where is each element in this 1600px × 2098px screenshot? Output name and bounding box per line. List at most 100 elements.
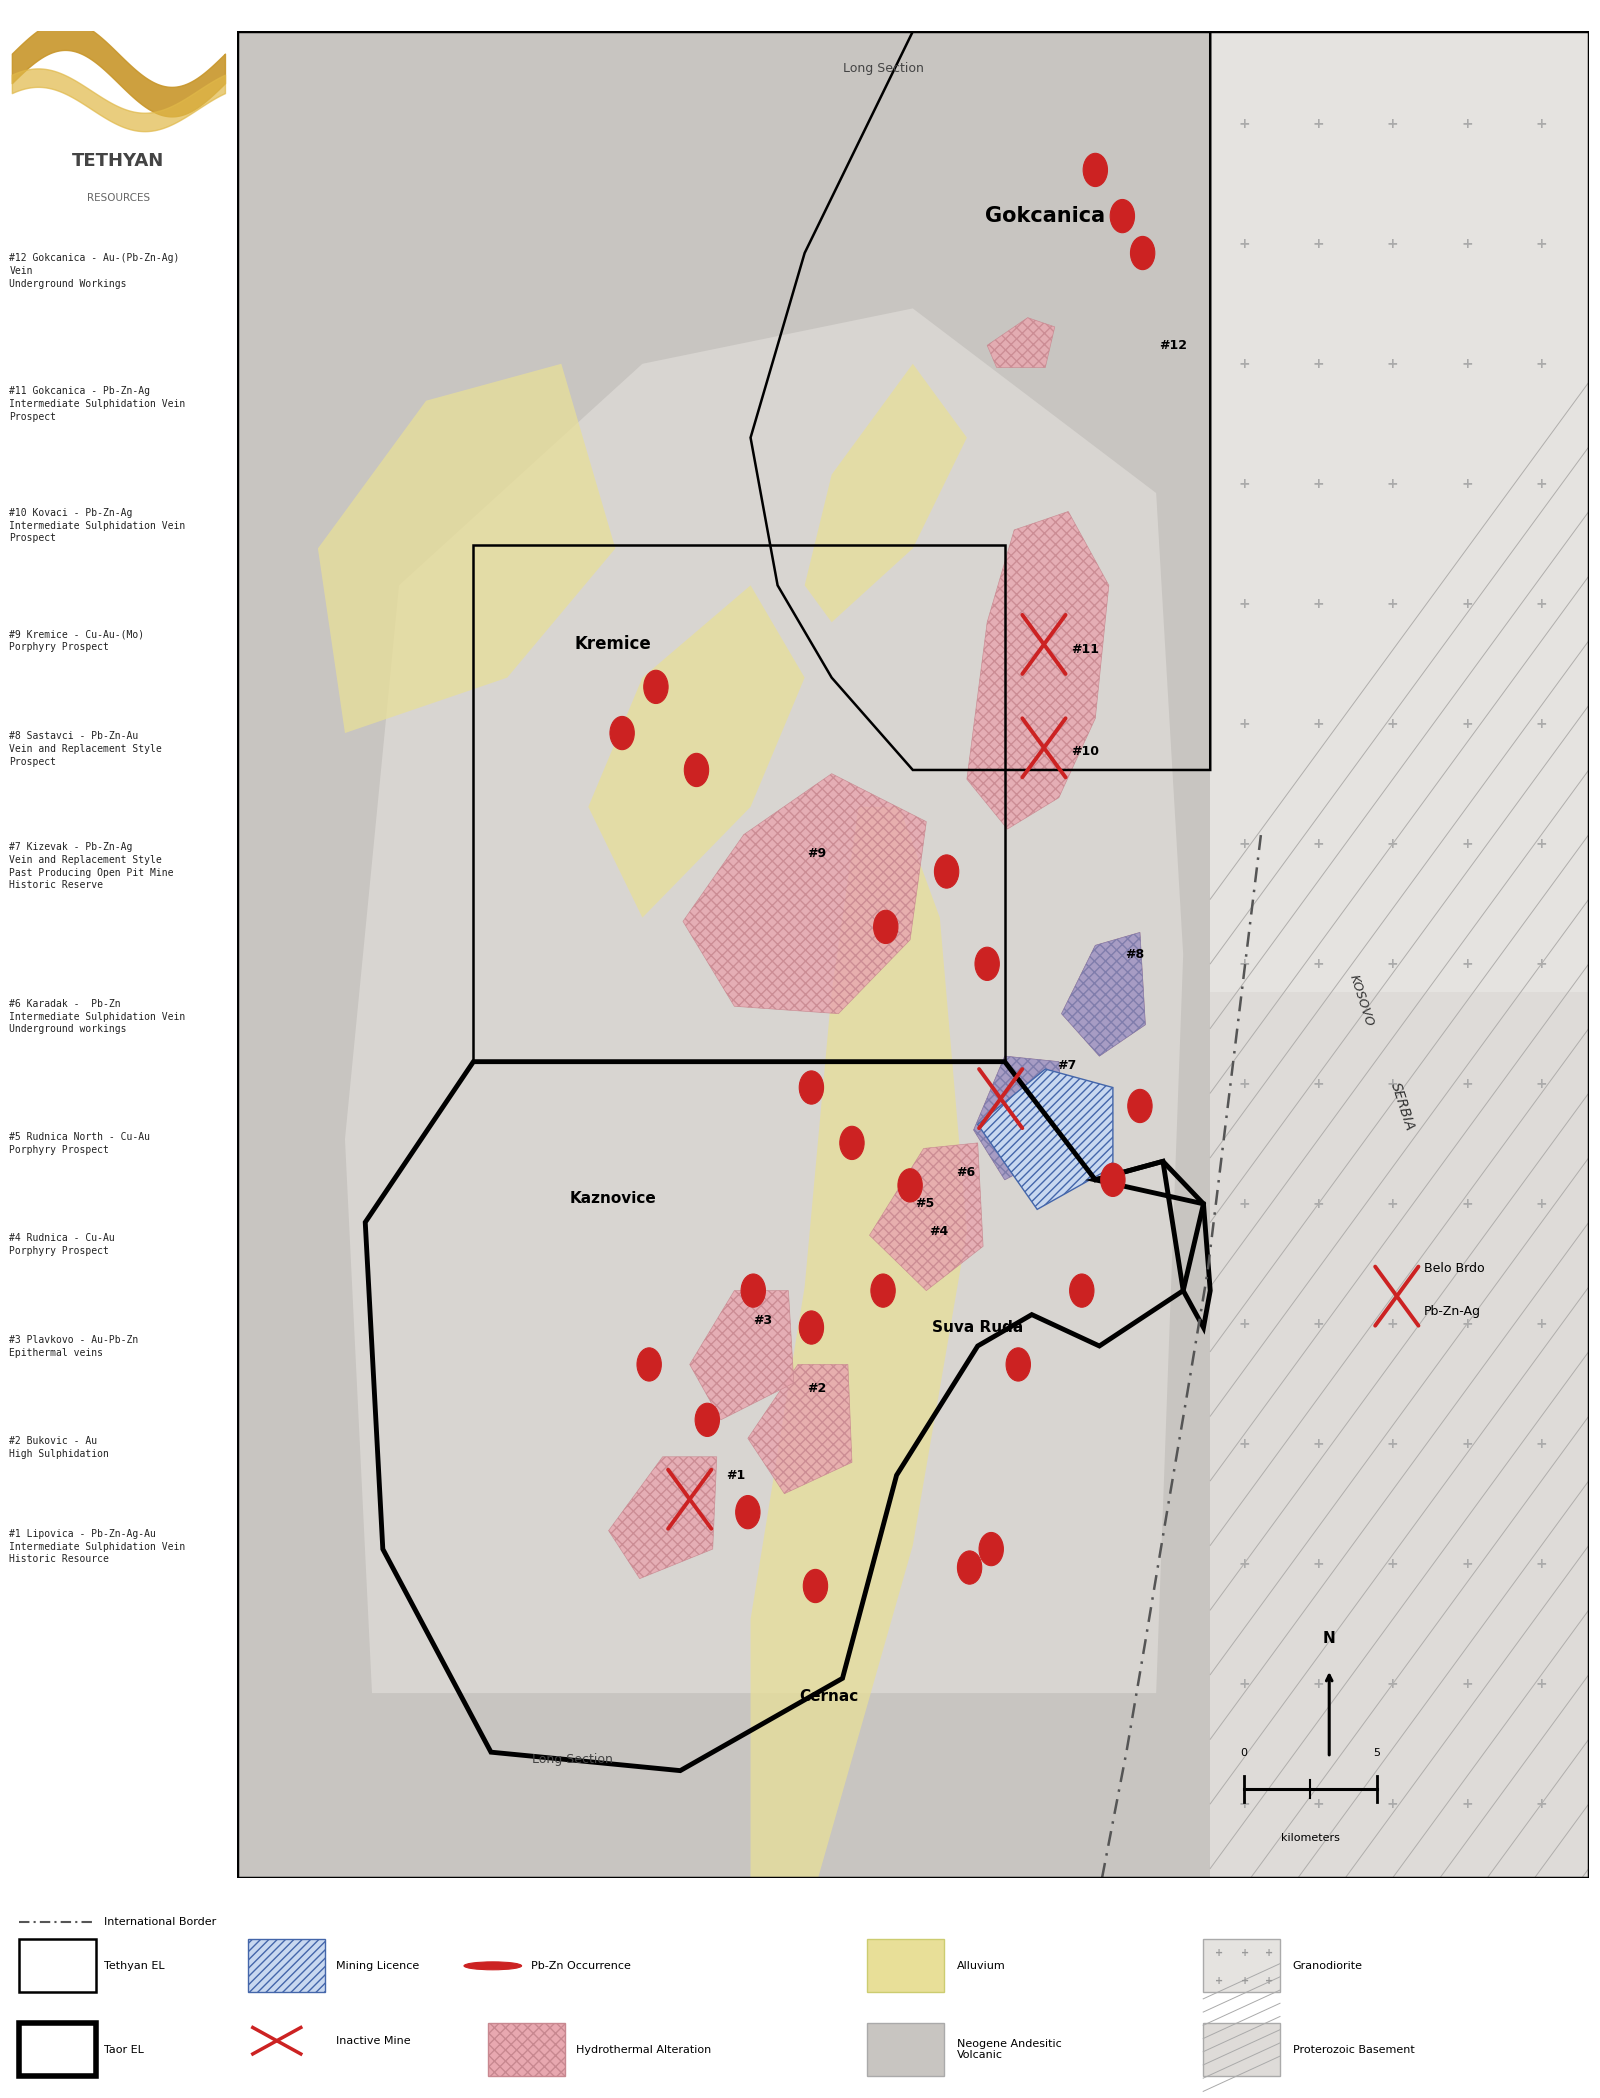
Bar xyxy=(1203,2022,1280,2077)
Circle shape xyxy=(1110,199,1134,233)
Circle shape xyxy=(694,1404,720,1437)
Text: +: + xyxy=(1461,117,1474,130)
Text: +: + xyxy=(1312,476,1325,491)
Text: +: + xyxy=(1536,718,1547,730)
Text: +: + xyxy=(1238,1437,1250,1452)
Text: +: + xyxy=(1536,1318,1547,1330)
Text: Cernac: Cernac xyxy=(800,1689,859,1704)
Circle shape xyxy=(464,1962,522,1970)
Text: +: + xyxy=(1387,596,1398,611)
Circle shape xyxy=(1006,1347,1030,1380)
Text: TETHYAN: TETHYAN xyxy=(72,151,165,170)
Text: #10 Kovaci - Pb-Zn-Ag
Intermediate Sulphidation Vein
Prospect: #10 Kovaci - Pb-Zn-Ag Intermediate Sulph… xyxy=(10,508,186,543)
Text: #11 Gokcanica - Pb-Zn-Ag
Intermediate Sulphidation Vein
Prospect: #11 Gokcanica - Pb-Zn-Ag Intermediate Su… xyxy=(10,386,186,422)
Text: RESOURCES: RESOURCES xyxy=(86,193,150,204)
Text: Inactive Mine: Inactive Mine xyxy=(336,2035,411,2046)
Text: +: + xyxy=(1238,476,1250,491)
Text: #4: #4 xyxy=(930,1225,949,1238)
Text: +: + xyxy=(1536,1676,1547,1691)
Text: +: + xyxy=(1536,596,1547,611)
Text: +: + xyxy=(1536,357,1547,371)
Text: +: + xyxy=(1461,837,1474,852)
Polygon shape xyxy=(966,512,1109,829)
Text: Suva Ruda: Suva Ruda xyxy=(933,1320,1024,1334)
Bar xyxy=(1203,1939,1280,1993)
Text: +: + xyxy=(1387,1437,1398,1452)
Polygon shape xyxy=(750,808,966,1878)
Circle shape xyxy=(610,715,634,749)
Polygon shape xyxy=(318,363,616,732)
Text: +: + xyxy=(1536,1076,1547,1091)
Text: +: + xyxy=(1387,1676,1398,1691)
Text: #8 Sastavci - Pb-Zn-Au
Vein and Replacement Style
Prospect: #8 Sastavci - Pb-Zn-Au Vein and Replacem… xyxy=(10,732,162,766)
Text: +: + xyxy=(1461,1318,1474,1330)
Polygon shape xyxy=(987,317,1054,367)
Text: +: + xyxy=(1387,1318,1398,1330)
Circle shape xyxy=(974,946,1000,980)
Text: +: + xyxy=(1536,1796,1547,1811)
Text: #12 Gokcanica - Au-(Pb-Zn-Ag)
Vein
Underground Workings: #12 Gokcanica - Au-(Pb-Zn-Ag) Vein Under… xyxy=(10,254,179,290)
Text: +: + xyxy=(1387,957,1398,971)
Text: +: + xyxy=(1387,357,1398,371)
Bar xyxy=(19,2022,96,2077)
Text: +: + xyxy=(1387,1196,1398,1211)
Circle shape xyxy=(685,753,709,787)
Circle shape xyxy=(934,854,958,887)
Polygon shape xyxy=(608,1456,717,1578)
Text: #6: #6 xyxy=(957,1166,974,1179)
Circle shape xyxy=(637,1347,661,1380)
Text: +: + xyxy=(1461,237,1474,252)
Text: +: + xyxy=(1461,1076,1474,1091)
Text: 0: 0 xyxy=(1240,1748,1248,1758)
Text: +: + xyxy=(1238,237,1250,252)
Text: Alluvium: Alluvium xyxy=(957,1962,1005,1970)
Text: Mining Licence: Mining Licence xyxy=(336,1962,419,1970)
Text: +: + xyxy=(1387,718,1398,730)
Text: +: + xyxy=(1461,957,1474,971)
Text: #5 Rudnica North - Cu-Au
Porphyry Prospect: #5 Rudnica North - Cu-Au Porphyry Prospe… xyxy=(10,1131,150,1154)
Text: +: + xyxy=(1387,1796,1398,1811)
Text: +: + xyxy=(1461,476,1474,491)
Text: #1 Lipovica - Pb-Zn-Ag-Au
Intermediate Sulphidation Vein
Historic Resource: #1 Lipovica - Pb-Zn-Ag-Au Intermediate S… xyxy=(10,1529,186,1565)
Circle shape xyxy=(643,669,669,703)
Text: International Border: International Border xyxy=(104,1918,216,1926)
Circle shape xyxy=(870,1273,896,1307)
Text: +: + xyxy=(1238,1318,1250,1330)
Text: +: + xyxy=(1387,237,1398,252)
Text: +: + xyxy=(1312,1796,1325,1811)
Text: +: + xyxy=(1387,476,1398,491)
Text: +: + xyxy=(1387,1076,1398,1091)
Text: +: + xyxy=(1387,117,1398,130)
Text: Pb-Zn-Ag: Pb-Zn-Ag xyxy=(1424,1305,1482,1318)
Text: SERBIA: SERBIA xyxy=(1387,1080,1416,1133)
Text: +: + xyxy=(1536,476,1547,491)
Polygon shape xyxy=(974,1055,1064,1179)
Text: #9 Kremice - Cu-Au-(Mo)
Porphyry Prospect: #9 Kremice - Cu-Au-(Mo) Porphyry Prospec… xyxy=(10,629,144,652)
Text: Belo Brdo: Belo Brdo xyxy=(1424,1263,1485,1276)
Text: #1: #1 xyxy=(726,1469,746,1481)
Text: +: + xyxy=(1214,1976,1224,1987)
Text: +: + xyxy=(1312,1437,1325,1452)
Text: +: + xyxy=(1461,718,1474,730)
Polygon shape xyxy=(805,363,966,623)
Text: #2 Bukovic - Au
High Sulphidation: #2 Bukovic - Au High Sulphidation xyxy=(10,1437,109,1460)
Bar xyxy=(867,1939,944,1993)
Text: +: + xyxy=(1264,1976,1274,1987)
Text: +: + xyxy=(1312,1076,1325,1091)
Polygon shape xyxy=(1061,932,1146,1055)
Bar xyxy=(248,1939,325,1993)
Text: #6 Karadak -  Pb-Zn
Intermediate Sulphidation Vein
Underground workings: #6 Karadak - Pb-Zn Intermediate Sulphida… xyxy=(10,999,186,1034)
Text: Granodiorite: Granodiorite xyxy=(1293,1962,1363,1970)
Text: #2: #2 xyxy=(808,1383,827,1395)
Text: #10: #10 xyxy=(1070,745,1099,757)
Text: KOSOVO: KOSOVO xyxy=(1347,973,1376,1028)
Text: +: + xyxy=(1312,1557,1325,1571)
Text: Hydrothermal Alteration: Hydrothermal Alteration xyxy=(576,2046,712,2054)
Text: +: + xyxy=(1312,1196,1325,1211)
Text: +: + xyxy=(1238,1196,1250,1211)
Text: N: N xyxy=(1323,1632,1336,1647)
Text: +: + xyxy=(1536,1437,1547,1452)
Text: Gokcanica: Gokcanica xyxy=(986,206,1106,227)
Circle shape xyxy=(741,1273,765,1307)
Circle shape xyxy=(874,911,898,944)
